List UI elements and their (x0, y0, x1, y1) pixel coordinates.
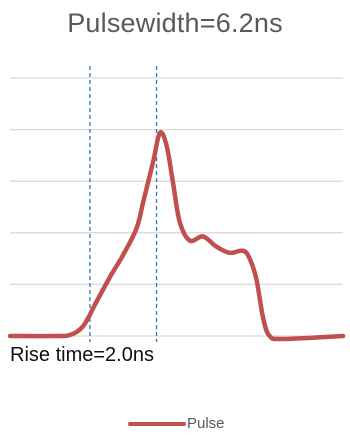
series-layer (7, 130, 346, 342)
rise-time-markers (89, 66, 158, 342)
series-line-pulse (7, 130, 346, 342)
legend: Pulse (128, 415, 225, 432)
legend-label-pulse: Pulse (187, 415, 225, 432)
rise-time-annotation: Rise time=2.0ns (10, 344, 154, 366)
chart-title: Pulsewidth=6.2ns (67, 8, 283, 38)
legend-swatch-pulse (128, 421, 186, 426)
gridlines (10, 77, 343, 337)
